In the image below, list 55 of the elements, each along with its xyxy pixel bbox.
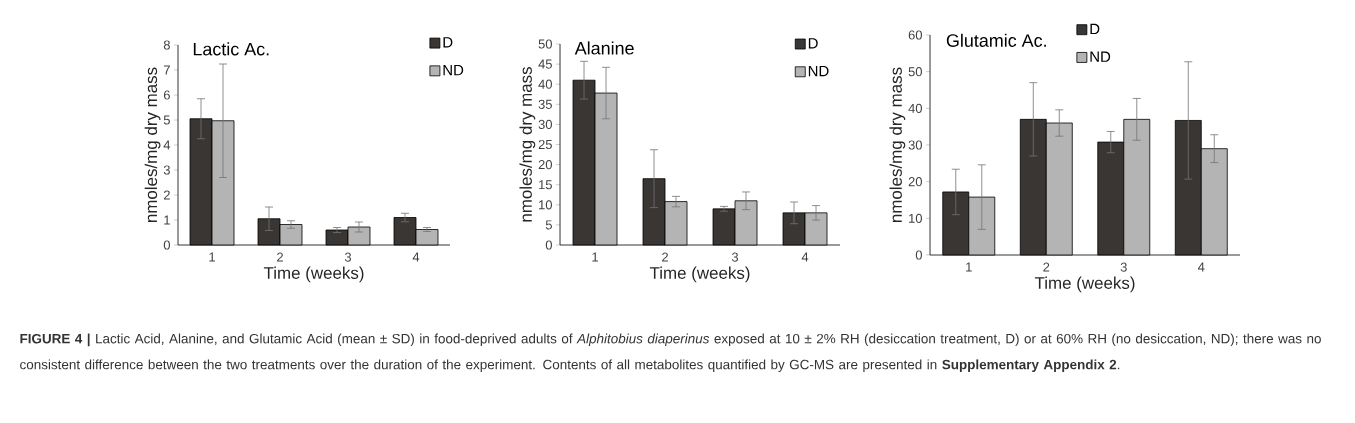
y-tick-label: 40 [908,103,922,113]
y-tick-label: 15 [539,180,552,190]
y-tick-label: 2 [163,190,170,200]
y-tick-label: 8 [163,40,170,50]
legend-label: ND [443,64,464,76]
y-tick-label: 1 [164,215,170,225]
x-tick-label: 4 [801,252,809,262]
x-axis-title: Time (weeks) [263,266,364,283]
y-tick-label: 4 [163,140,171,150]
y-axis-title: nmoles/mg dry mass [889,67,906,223]
x-tick-label: 3 [1120,262,1127,272]
y-tick-label: 25 [538,139,552,150]
x-tick-label: 2 [1043,262,1050,272]
x-tick-label: 4 [1197,262,1205,272]
y-tick-label: 60 [908,30,922,40]
y-tick-label: 0 [545,240,552,250]
y-tick-label: 3 [163,165,170,175]
legend-label: D [808,38,818,49]
chart-title: Alanine [574,41,634,55]
y-tick-label: 50 [908,67,922,77]
legend-label: ND [808,65,829,77]
y-tick-label: 6 [163,90,170,100]
y-axis-title: nmoles/mg dry mass [519,67,536,222]
y-tick-label: 10 [909,213,922,223]
x-tick-label: 4 [412,252,420,262]
chart-title: Glutamic Ac. [946,33,1046,47]
x-tick-label: 2 [277,252,283,262]
y-tick-label: 50 [538,39,552,49]
y-tick-label: 20 [538,160,552,170]
y-tick-label: 45 [538,59,552,69]
chart-title: Lactic Ac. [193,42,269,56]
x-tick-label: 1 [592,252,598,262]
legend-label: D [1090,23,1100,35]
x-tick-label: 3 [731,252,739,262]
y-tick-label: 10 [539,200,552,210]
x-axis-title: Time (weeks) [649,266,750,283]
y-tick-label: 35 [538,99,552,109]
x-tick-label: 2 [662,252,668,262]
y-tick-label: 30 [538,119,552,129]
y-tick-label: 0 [163,240,170,250]
x-tick-label: 1 [209,252,215,262]
legend-label: ND [1090,51,1111,62]
text: FIGURE 4 | Lactic Acid, Alanine, and Glutamic Acid (mean ± SD) in food-deprived adults of Alphitobius diaperinus exposed at 10 ± 2% RH (desiccation treatment, D) or at 60% RH (no desiccation, ND); there was no consistent difference between the two treatments over the duration of the experiment. Contents of all metabolites quantified by GC-MS are presented in Supplementary Appendix 2. [20,333,1321,372]
x-tick-label: 3 [344,252,352,262]
y-tick-label: 7 [163,65,170,75]
y-tick-label: 5 [545,220,552,230]
legend-label: D [443,37,453,48]
y-tick-label: 0 [915,250,922,260]
x-axis-title: Time (weeks) [1034,276,1135,293]
y-tick-label: 40 [538,79,552,89]
y-tick-label: 20 [908,177,922,187]
y-axis-title: nmoles/mg dry mass [144,67,161,222]
x-tick-label: 1 [966,262,972,272]
y-tick-label: 30 [908,140,922,150]
y-tick-label: 5 [163,115,170,125]
